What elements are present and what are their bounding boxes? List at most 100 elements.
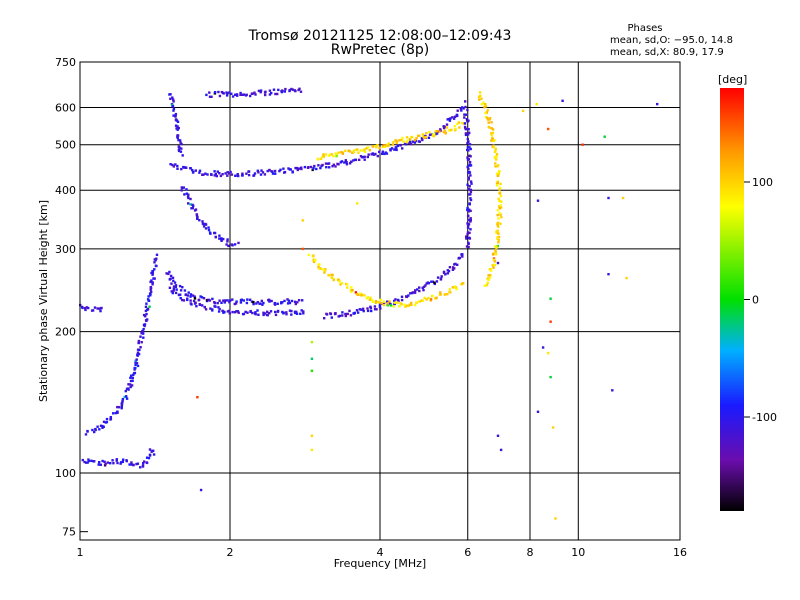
data-point xyxy=(496,236,499,239)
data-point xyxy=(176,167,179,170)
data-point xyxy=(149,280,152,284)
data-point xyxy=(299,90,303,93)
data-point xyxy=(127,383,130,386)
data-point xyxy=(136,351,140,354)
data-point xyxy=(468,146,471,149)
data-point xyxy=(137,339,141,343)
data-point xyxy=(363,150,367,153)
data-point xyxy=(142,462,145,465)
data-point xyxy=(427,136,431,139)
y-tick-label: 300 xyxy=(55,243,76,256)
data-point xyxy=(358,308,361,311)
data-point xyxy=(435,130,439,133)
data-point xyxy=(315,167,318,171)
data-point xyxy=(454,128,457,131)
data-point xyxy=(216,170,219,173)
data-point xyxy=(421,133,424,136)
data-point xyxy=(142,323,146,327)
data-points-layer xyxy=(79,87,659,520)
data-point xyxy=(226,310,230,313)
data-point xyxy=(359,155,363,158)
data-point xyxy=(185,166,188,169)
data-point xyxy=(483,284,486,287)
data-point xyxy=(301,247,304,251)
data-point xyxy=(456,263,459,266)
data-point xyxy=(245,93,248,96)
data-point xyxy=(210,95,213,98)
data-point xyxy=(456,122,459,126)
data-point xyxy=(435,132,439,135)
data-point xyxy=(361,156,364,159)
data-point xyxy=(331,273,334,277)
data-point xyxy=(276,310,280,313)
data-point xyxy=(176,128,179,131)
data-point xyxy=(343,161,346,164)
data-point xyxy=(423,296,426,300)
data-point xyxy=(261,303,264,306)
data-point xyxy=(497,241,500,244)
data-point xyxy=(414,303,417,307)
data-point xyxy=(237,241,240,245)
data-point xyxy=(400,138,403,142)
data-point xyxy=(607,273,610,276)
data-point xyxy=(207,228,211,232)
data-point xyxy=(189,302,192,305)
data-point xyxy=(467,167,470,171)
data-point xyxy=(466,145,470,149)
data-point xyxy=(330,276,333,279)
data-point xyxy=(180,189,183,192)
data-point xyxy=(290,299,294,303)
data-point xyxy=(464,100,467,103)
data-point xyxy=(418,286,421,289)
data-point xyxy=(147,299,151,302)
data-point xyxy=(486,109,489,112)
data-point xyxy=(147,295,150,298)
data-point xyxy=(271,172,275,175)
data-point xyxy=(213,174,216,177)
data-point xyxy=(325,166,328,169)
data-point xyxy=(250,92,254,95)
data-point xyxy=(116,410,119,413)
data-point xyxy=(178,284,182,288)
data-point xyxy=(124,389,127,393)
data-point xyxy=(85,306,88,309)
data-point xyxy=(226,238,229,241)
data-point xyxy=(208,231,212,234)
data-point xyxy=(221,309,224,312)
data-point xyxy=(418,300,421,303)
data-point xyxy=(345,163,349,166)
data-point xyxy=(239,91,242,95)
data-point xyxy=(194,208,198,211)
data-point xyxy=(354,148,358,152)
data-point xyxy=(285,311,288,314)
data-point xyxy=(311,255,315,258)
data-point xyxy=(326,162,330,165)
data-point xyxy=(246,298,249,301)
data-point xyxy=(203,306,206,309)
data-point xyxy=(467,133,470,136)
data-point xyxy=(204,227,208,230)
data-point xyxy=(130,374,133,377)
data-point xyxy=(172,107,176,110)
data-point xyxy=(253,91,256,94)
data-point xyxy=(174,284,178,287)
data-point xyxy=(466,233,469,236)
data-point xyxy=(485,283,489,287)
data-point xyxy=(417,140,420,143)
data-point xyxy=(129,385,132,389)
data-point xyxy=(547,351,550,355)
data-point xyxy=(366,155,369,159)
data-point xyxy=(218,94,222,98)
colorbar xyxy=(720,88,744,511)
data-point xyxy=(228,312,231,315)
data-point xyxy=(389,304,393,307)
data-point xyxy=(382,300,386,303)
data-point xyxy=(348,150,352,153)
data-point xyxy=(259,173,263,176)
data-point xyxy=(374,300,378,303)
data-point xyxy=(299,312,302,315)
data-point xyxy=(498,188,501,191)
data-point xyxy=(499,213,502,216)
data-point xyxy=(234,174,237,177)
data-point xyxy=(297,167,301,170)
